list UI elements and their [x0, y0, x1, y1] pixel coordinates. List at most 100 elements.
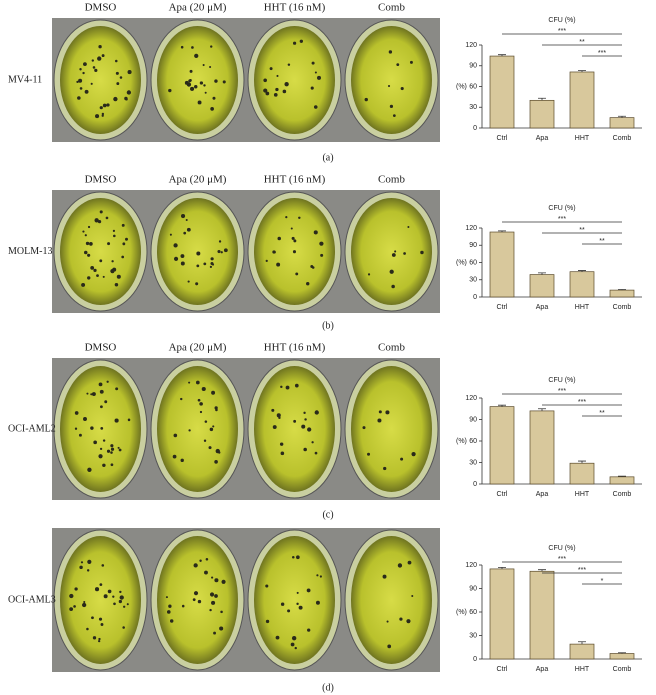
error-bar [578, 270, 586, 272]
colony [168, 88, 172, 93]
colony [121, 255, 125, 259]
colony [290, 642, 295, 647]
colony [273, 92, 278, 97]
significance-label: * [601, 578, 604, 585]
colony [391, 284, 395, 289]
colony [306, 588, 311, 593]
y-tick-label: 90 [469, 63, 477, 70]
petri-dish [351, 366, 432, 492]
colony [377, 418, 382, 423]
colony [188, 79, 192, 83]
colony [280, 385, 283, 389]
bar [489, 55, 515, 129]
significance-label: ** [599, 238, 605, 245]
colony [299, 39, 303, 43]
y-tick-label: 30 [469, 104, 477, 111]
colony [82, 230, 85, 233]
colony [383, 466, 387, 471]
colony [222, 80, 226, 84]
colony [282, 89, 287, 94]
colony [94, 587, 100, 592]
colony [87, 225, 91, 229]
colony [196, 264, 200, 268]
colony [389, 104, 394, 108]
colony [188, 381, 191, 384]
colony [291, 236, 295, 240]
colony [115, 71, 119, 75]
panel-letter: (a) [322, 152, 333, 163]
colony [194, 53, 199, 58]
colony [311, 266, 315, 269]
colony [97, 219, 102, 224]
error-bar [538, 408, 546, 411]
error-bar [618, 289, 626, 291]
error-bar [618, 115, 626, 118]
colony [91, 59, 95, 62]
colony [203, 84, 206, 87]
x-tick-label: Comb [613, 666, 632, 673]
colony [186, 227, 191, 232]
colony [301, 424, 306, 429]
colony [212, 425, 215, 428]
colony [293, 41, 297, 45]
colony [79, 565, 83, 570]
colony [279, 442, 284, 446]
chart-title: CFU (%) [548, 377, 575, 384]
colony [391, 253, 396, 257]
colony [95, 114, 100, 119]
colony [213, 631, 216, 635]
colony [265, 91, 270, 96]
colony [199, 559, 202, 563]
petri-dish [157, 536, 238, 664]
colony [76, 80, 79, 84]
x-tick-label: HHT [575, 135, 590, 142]
petri-dish [60, 366, 141, 492]
colony [194, 85, 198, 89]
colony [191, 46, 194, 49]
colony [106, 103, 110, 107]
colony [87, 276, 91, 280]
significance-label: *** [558, 28, 566, 35]
colony [280, 602, 285, 606]
colony [378, 410, 382, 414]
colony [292, 250, 297, 254]
y-tick-label: 120 [465, 225, 477, 232]
colony [98, 640, 101, 643]
colony [125, 237, 129, 241]
colony [180, 213, 186, 219]
column-label: Apa (20 μM) [169, 342, 227, 354]
colony [180, 261, 185, 266]
colony [122, 242, 126, 246]
colony [116, 274, 121, 279]
colony [199, 402, 203, 406]
petri-dish [157, 26, 238, 134]
colony [397, 563, 403, 568]
colony [285, 385, 290, 390]
colony [214, 406, 218, 410]
petri-dish [351, 198, 432, 305]
y-tick-label: 60 [469, 83, 477, 90]
significance-label: *** [558, 556, 566, 563]
column-label: Apa (20 μM) [169, 174, 227, 186]
y-tick-label: 120 [465, 42, 477, 49]
colony [265, 259, 268, 263]
colony [99, 447, 103, 451]
colony [69, 593, 74, 599]
colony [173, 243, 178, 248]
colony [211, 576, 214, 579]
error-bar [498, 566, 506, 569]
y-tick-label: 60 [469, 259, 477, 266]
colony [82, 71, 85, 75]
y-tick-label: 120 [465, 395, 477, 402]
colony [99, 389, 104, 394]
colony [218, 451, 221, 454]
colony [92, 66, 96, 69]
colony [265, 619, 270, 624]
colony [221, 579, 226, 584]
colony [166, 610, 171, 614]
colony [90, 266, 95, 270]
colony [106, 449, 111, 453]
colony [79, 68, 82, 71]
colony [112, 595, 115, 598]
bar [609, 476, 635, 485]
